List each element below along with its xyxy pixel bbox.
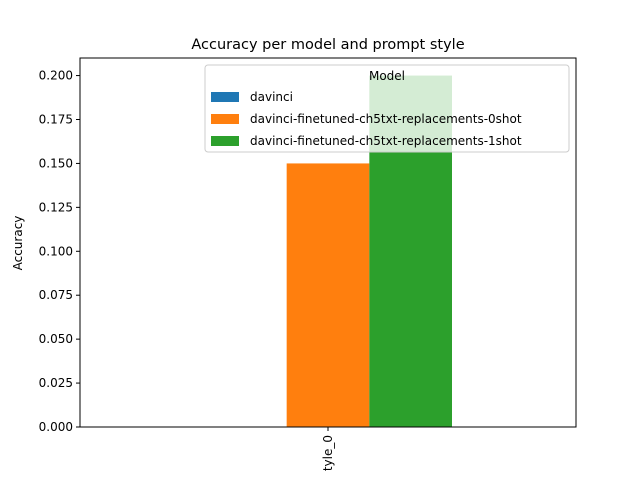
y-tick-label: 0.050	[39, 332, 73, 346]
legend-title: Model	[369, 69, 405, 83]
legend-swatch-2	[211, 136, 239, 146]
bar-series-1-category-0	[286, 163, 370, 427]
y-tick-label: 0.200	[39, 69, 73, 83]
legend-entries: davinci davinci-finetuned-ch5txt-replacem…	[211, 90, 522, 148]
x-axis-ticks: tyle_0	[321, 427, 335, 471]
y-tick-label: 0.075	[39, 288, 73, 302]
y-tick-label: 0.150	[39, 156, 73, 170]
y-tick-label: 0.125	[39, 200, 73, 214]
chart-title: Accuracy per model and prompt style	[191, 37, 464, 53]
legend-label-1: davinci-finetuned-ch5txt-replacements-0s…	[250, 112, 522, 126]
y-tick-label: 0.100	[39, 244, 73, 258]
y-tick-label: 0.025	[39, 376, 73, 390]
y-tick-label: 0.175	[39, 113, 73, 127]
legend-box	[204, 64, 570, 153]
plot-frame	[79, 57, 577, 428]
y-axis-label: Accuracy	[11, 216, 25, 271]
legend-label-2: davinci-finetuned-ch5txt-replacements-1s…	[250, 134, 522, 148]
legend-swatch-0	[211, 92, 239, 102]
x-tick-label: tyle_0	[321, 435, 335, 471]
y-tick-label: 0.000	[39, 420, 73, 434]
legend-label-0: davinci	[250, 90, 293, 104]
legend: Model davinci davinci-finetuned-ch5txt-re…	[204, 64, 570, 153]
legend-swatch-1	[211, 114, 239, 124]
y-axis-ticks: 0.000 0.025 0.050 0.075 0.100 0.125 0.150 0.175…	[39, 69, 80, 434]
